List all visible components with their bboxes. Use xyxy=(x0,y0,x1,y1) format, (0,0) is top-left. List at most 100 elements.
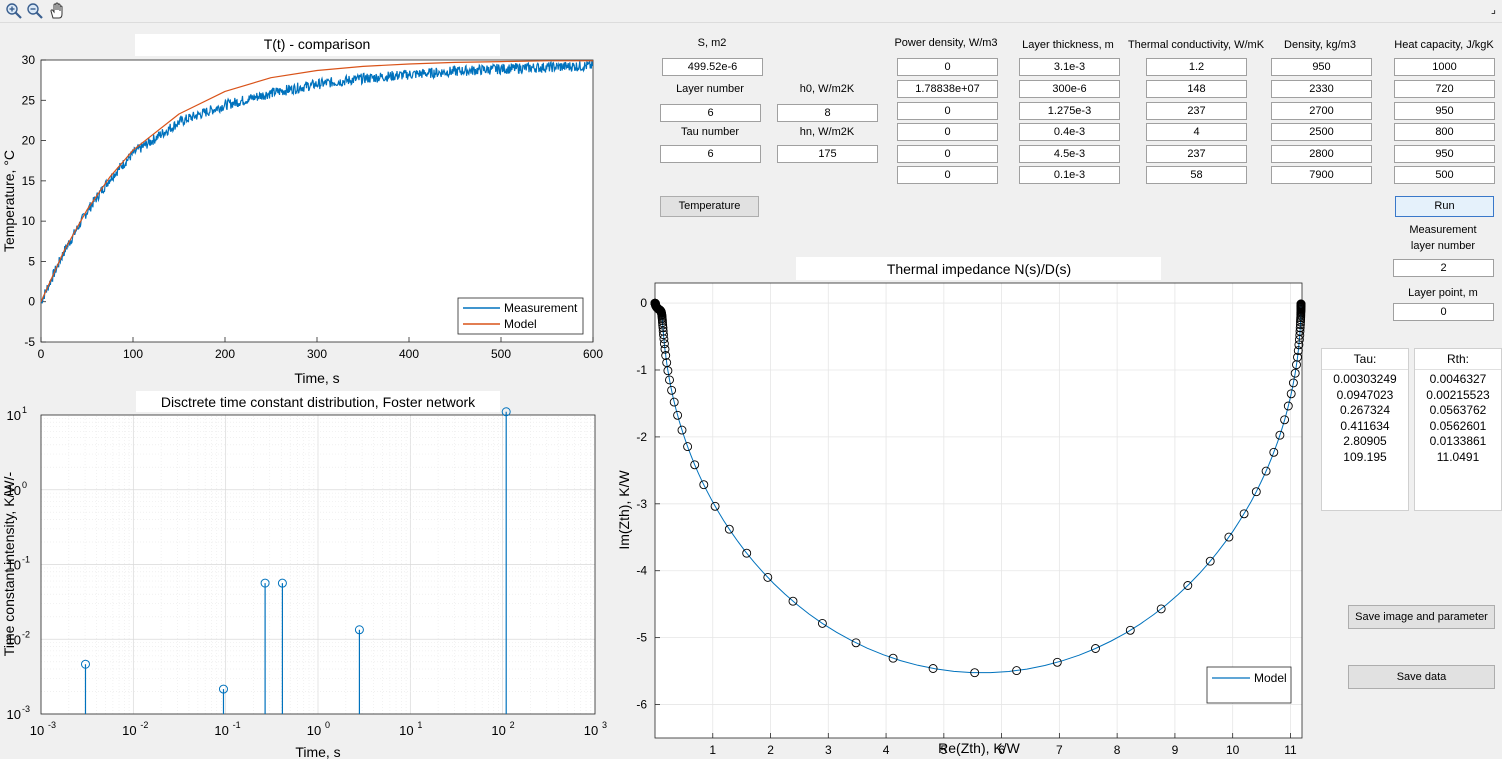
run-button[interactable]: Run xyxy=(1395,196,1494,217)
nyquist-marker xyxy=(763,572,773,582)
plot3-ytick-label: -1 xyxy=(636,363,647,377)
layer-thickness-field-1[interactable]: 3.1e-3 xyxy=(1019,58,1120,76)
plot2-xtick-exponent: 2 xyxy=(510,720,515,730)
tau-results-list[interactable]: Tau: 0.00303249 0.0947023 0.267324 0.411634… xyxy=(1321,348,1409,511)
nyquist-marker xyxy=(1091,644,1100,653)
thermal-conductivity-field-6[interactable]: 58 xyxy=(1146,166,1247,184)
layer-thickness-field-3[interactable]: 1.275e-3 xyxy=(1019,102,1120,120)
nyquist-marker xyxy=(661,351,671,360)
nyquist-marker xyxy=(1290,368,1300,378)
zoom-out-icon[interactable] xyxy=(26,2,44,20)
plot2-xtick-label: 10 xyxy=(122,723,136,738)
tau-header: Tau: xyxy=(1322,349,1408,370)
save-image-button[interactable]: Save image and parameter xyxy=(1348,605,1495,629)
nyquist-marker xyxy=(677,425,687,435)
thermal-conductivity-field-1[interactable]: 1.2 xyxy=(1146,58,1247,76)
density-field-6[interactable]: 7900 xyxy=(1271,166,1372,184)
tau-value-5: 2.80905 xyxy=(1343,434,1387,448)
plot1-ytick-label: 5 xyxy=(28,254,35,268)
nyquist-marker xyxy=(1205,556,1215,566)
foster-distribution-plot[interactable]: Disctrete time constant distribution, Fo… xyxy=(0,388,610,759)
plot2-ytick-exponent: -3 xyxy=(22,704,30,714)
heat-capacity-field-3[interactable]: 950 xyxy=(1394,102,1495,120)
measurement-label-line2: layer number xyxy=(1410,240,1476,252)
heat-capacity-field-2[interactable]: 720 xyxy=(1394,80,1495,98)
plot2-ytick-label: 10 xyxy=(7,408,21,423)
layer-thickness-field-4[interactable]: 0.4e-3 xyxy=(1019,123,1120,141)
plot3-ytick-label: -4 xyxy=(636,564,647,578)
plot1-xtick-label: 600 xyxy=(583,347,603,361)
heat-capacity-field-1[interactable]: 1000 xyxy=(1394,58,1495,76)
nyquist-marker xyxy=(659,330,668,340)
layer-thickness-field-6[interactable]: 0.1e-3 xyxy=(1019,166,1120,184)
hn-field[interactable]: 175 xyxy=(777,145,878,163)
thermal-conductivity-field-2[interactable]: 148 xyxy=(1146,80,1247,98)
stem-marker xyxy=(218,684,228,694)
nyquist-marker xyxy=(1125,625,1135,635)
heat-capacity-field-6[interactable]: 500 xyxy=(1394,166,1495,184)
tau-number-field[interactable]: 6 xyxy=(660,145,761,163)
nyquist-marker xyxy=(1156,604,1166,614)
density-field-5[interactable]: 2800 xyxy=(1271,145,1372,163)
thermal-conductivity-field-4[interactable]: 4 xyxy=(1146,123,1247,141)
layer-point-field[interactable]: 0 xyxy=(1393,303,1494,321)
layer-thickness-field-5[interactable]: 4.5e-3 xyxy=(1019,145,1120,163)
h0-field[interactable]: 8 xyxy=(777,104,878,122)
power-density-field-2[interactable]: 1.78838e+07 xyxy=(897,80,998,98)
plot1-ytick-label: 20 xyxy=(22,134,36,148)
nyquist-marker xyxy=(660,344,670,354)
zoom-in-icon[interactable] xyxy=(5,2,23,20)
nyquist-marker xyxy=(659,339,669,349)
nyquist-marker xyxy=(1292,360,1301,370)
density-field-2[interactable]: 2330 xyxy=(1271,80,1372,98)
figure-toolbar: ⌟ xyxy=(0,0,1502,23)
plot3-xlabel: Re(Zth), K/W xyxy=(938,740,1020,756)
power-density-header: Power density, W/m3 xyxy=(894,37,998,49)
power-density-field-3[interactable]: 0 xyxy=(897,102,998,120)
nyquist-marker xyxy=(690,460,700,470)
temperature-button[interactable]: Temperature xyxy=(660,196,759,217)
model-series-line xyxy=(40,60,593,302)
nyquist-marker xyxy=(1052,657,1062,667)
thermal-conductivity-field-3[interactable]: 237 xyxy=(1146,102,1247,120)
nyquist-marker xyxy=(1294,335,1304,345)
temperature-comparison-plot[interactable]: T(t) - comparison 0 100 200 300 400 500 600-50… xyxy=(0,30,610,390)
rth-results-list[interactable]: Rth: 0.0046327 0.00215523 0.0563762 0.05626… xyxy=(1414,348,1502,511)
pan-hand-icon[interactable] xyxy=(48,2,66,20)
plot2-xtick-label: 10 xyxy=(584,723,598,738)
plot3-xtick-label: 10 xyxy=(1226,743,1240,757)
measurement-layer-field[interactable]: 2 xyxy=(1393,259,1494,277)
nyquist-marker xyxy=(817,618,827,628)
layer-number-field[interactable]: 6 xyxy=(660,104,761,122)
plot3-axes xyxy=(654,282,1303,739)
stem-marker xyxy=(80,659,90,669)
rth-value-3: 0.0563762 xyxy=(1429,403,1487,417)
measurement-label-line1: Measurement xyxy=(1409,224,1477,236)
plot1-xtick-label: 0 xyxy=(38,347,45,361)
plot2-title-background xyxy=(136,391,500,412)
density-field-1[interactable]: 950 xyxy=(1271,58,1372,76)
rth-value-1: 0.0046327 xyxy=(1429,372,1487,386)
plot2-ytick-exponent: -1 xyxy=(22,555,30,565)
power-density-field-5[interactable]: 0 xyxy=(897,145,998,163)
s-label: S, m2 xyxy=(697,37,727,49)
density-field-3[interactable]: 2700 xyxy=(1271,102,1372,120)
heat-capacity-field-5[interactable]: 950 xyxy=(1394,145,1495,163)
thermal-conductivity-field-5[interactable]: 237 xyxy=(1146,145,1247,163)
plot3-legend: Model xyxy=(1206,666,1292,704)
s-field[interactable]: 499.52e-6 xyxy=(662,58,763,76)
layer-number-label: Layer number xyxy=(676,83,744,95)
rth-header: Rth: xyxy=(1415,349,1501,370)
plot3-xtick-label: 6 xyxy=(998,743,1005,757)
power-density-field-4[interactable]: 0 xyxy=(897,123,998,141)
plot3-ytick-label: -2 xyxy=(636,430,647,444)
power-density-field-1[interactable]: 0 xyxy=(897,58,998,76)
density-field-4[interactable]: 2500 xyxy=(1271,123,1372,141)
plot1-ytick-label: 30 xyxy=(22,53,36,67)
thermal-impedance-plot[interactable]: Thermal impedance N(s)/D(s) 1 2 3 4 5 6 7 8 9 10 1… xyxy=(610,255,1310,759)
layer-thickness-field-2[interactable]: 300e-6 xyxy=(1019,80,1120,98)
nyquist-marker xyxy=(1239,509,1249,519)
power-density-field-6[interactable]: 0 xyxy=(897,166,998,184)
save-data-button[interactable]: Save data xyxy=(1348,665,1495,689)
heat-capacity-field-4[interactable]: 800 xyxy=(1394,123,1495,141)
